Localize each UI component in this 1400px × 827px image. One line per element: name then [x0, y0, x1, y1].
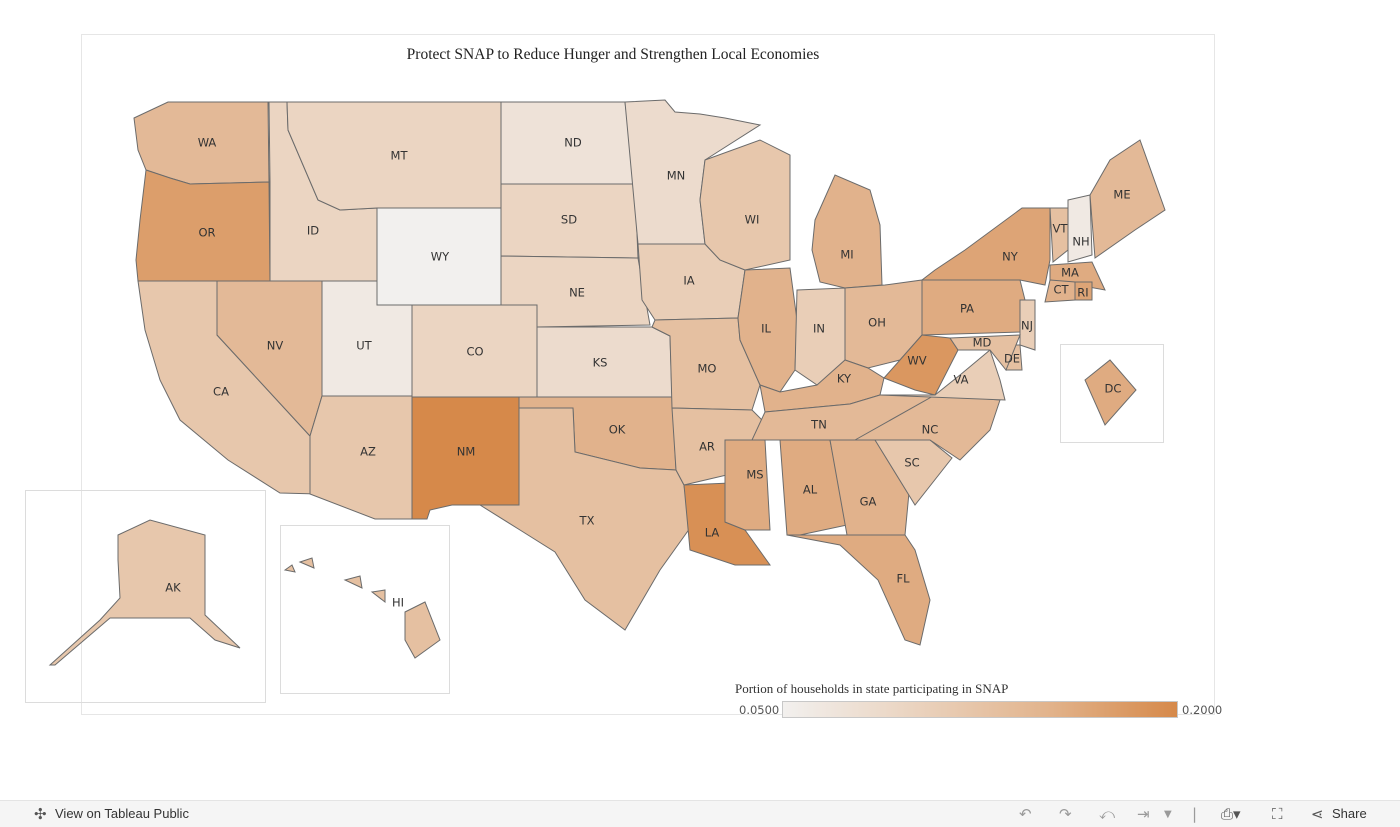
state-label-ga: GA: [860, 495, 877, 509]
state-label-ri: RI: [1077, 286, 1088, 300]
state-me[interactable]: [1089, 139, 1166, 259]
state-label-sd: SD: [561, 213, 577, 227]
state-ny[interactable]: [920, 207, 1051, 286]
share-button[interactable]: Share: [1332, 806, 1367, 821]
state-label-wv: WV: [907, 354, 926, 368]
state-label-nc: NC: [922, 423, 939, 437]
state-label-fl: FL: [896, 572, 910, 586]
state-label-tn: TN: [810, 418, 827, 432]
hawaii-island-shape[interactable]: [283, 564, 296, 573]
state-al[interactable]: [779, 439, 848, 536]
state-label-ok: OK: [609, 423, 626, 437]
state-ak[interactable]: [48, 519, 241, 666]
state-label-ny: NY: [1002, 250, 1019, 264]
state-label-mt: MT: [391, 149, 409, 163]
dc-inset: [1060, 344, 1164, 443]
state-label-ky: KY: [837, 372, 852, 386]
state-label-la: LA: [705, 526, 720, 540]
state-wi[interactable]: [699, 139, 791, 271]
state-label-mo: MO: [698, 362, 717, 376]
tableau-toolbar: ✣ View on Tableau Public ↶ ↷ ⤺ ⇥ ▼ | ⎙▾ …: [0, 800, 1400, 827]
state-label-me: ME: [1113, 188, 1130, 202]
state-label-ms: MS: [746, 468, 763, 482]
state-label-sc: SC: [904, 456, 919, 470]
state-label-ut: UT: [356, 339, 372, 353]
state-hi[interactable]: [404, 601, 441, 659]
state-label-nv: NV: [267, 339, 284, 353]
state-dc[interactable]: [1084, 359, 1137, 426]
state-label-co: CO: [466, 345, 483, 359]
hawaii-island-shape[interactable]: [298, 557, 315, 569]
state-nj[interactable]: [1019, 299, 1036, 351]
state-ms[interactable]: [724, 439, 771, 531]
fullscreen-icon[interactable]: ⛶: [1272, 805, 1283, 823]
download-icon[interactable]: ⎙▾: [1221, 805, 1241, 823]
state-label-pa: PA: [960, 302, 974, 316]
refresh-icon[interactable]: ⇥: [1137, 805, 1150, 823]
viz-frame: [81, 34, 1215, 715]
state-label-md: MD: [973, 336, 992, 350]
state-nh[interactable]: [1067, 194, 1093, 263]
state-label-ma: MA: [1061, 266, 1079, 280]
state-label-il: IL: [761, 322, 771, 336]
state-label-ak: AK: [165, 581, 181, 595]
state-label-al: AL: [803, 483, 818, 497]
state-label-nm: NM: [457, 445, 476, 459]
state-label-de: DE: [1004, 352, 1020, 366]
alaska-inset: [25, 490, 266, 703]
state-label-ar: AR: [699, 440, 715, 454]
chevron-down-icon[interactable]: ▼: [1164, 809, 1172, 820]
redo-icon[interactable]: ↷: [1059, 805, 1072, 823]
hawaii-inset: [280, 525, 450, 694]
state-fl[interactable]: [786, 534, 931, 646]
state-label-or: OR: [198, 226, 215, 240]
revert-icon[interactable]: ⤺: [1099, 805, 1116, 823]
tableau-logo-icon: ✣: [34, 805, 47, 823]
hawaii-island-shape[interactable]: [343, 575, 363, 589]
state-md[interactable]: [949, 334, 1021, 371]
state-label-ia: IA: [683, 274, 694, 288]
map-title: Protect SNAP to Reduce Hunger and Streng…: [406, 46, 820, 63]
legend-title: Portion of households in state participa…: [735, 681, 1009, 696]
state-label-in: IN: [813, 322, 825, 336]
state-label-mn: MN: [667, 169, 686, 183]
state-label-nd: ND: [564, 136, 582, 150]
state-label-vt: VT: [1053, 222, 1069, 236]
state-label-va: VA: [954, 373, 969, 387]
state-label-nh: NH: [1072, 235, 1089, 249]
undo-icon[interactable]: ↶: [1019, 805, 1032, 823]
state-label-ne: NE: [569, 286, 585, 300]
state-label-az: AZ: [360, 445, 376, 459]
state-label-nj: NJ: [1021, 319, 1033, 333]
state-label-wi: WI: [745, 213, 760, 227]
state-label-oh: OH: [868, 316, 886, 330]
state-label-dc: DC: [1105, 382, 1122, 396]
state-label-id: ID: [307, 224, 319, 238]
state-label-ks: KS: [593, 356, 608, 370]
state-label-tx: TX: [579, 514, 595, 528]
state-label-wy: WY: [431, 250, 450, 264]
state-label-ca: CA: [213, 385, 229, 399]
divider: |: [1192, 805, 1198, 823]
state-label-mi: MI: [840, 248, 853, 262]
legend-color-ramp: [782, 701, 1178, 718]
view-on-tableau-link[interactable]: View on Tableau Public: [55, 806, 189, 821]
state-ct[interactable]: [1044, 279, 1076, 303]
state-label-hi: HI: [392, 596, 404, 610]
state-mi[interactable]: [811, 174, 883, 289]
legend-max-label: 0.2000: [1182, 703, 1223, 717]
legend-min-label: 0.0500: [739, 703, 780, 717]
state-label-wa: WA: [198, 136, 217, 150]
hawaii-island-shape[interactable]: [370, 589, 386, 604]
us-map: WA OR CA ID NV MT WY UT AZ CO NM ND SD NE KS OK TX MN IA MO…: [48, 99, 1166, 666]
state-label-ct: CT: [1053, 283, 1069, 297]
state-tx[interactable]: [452, 407, 691, 631]
share-icon[interactable]: ⋖: [1311, 805, 1324, 823]
